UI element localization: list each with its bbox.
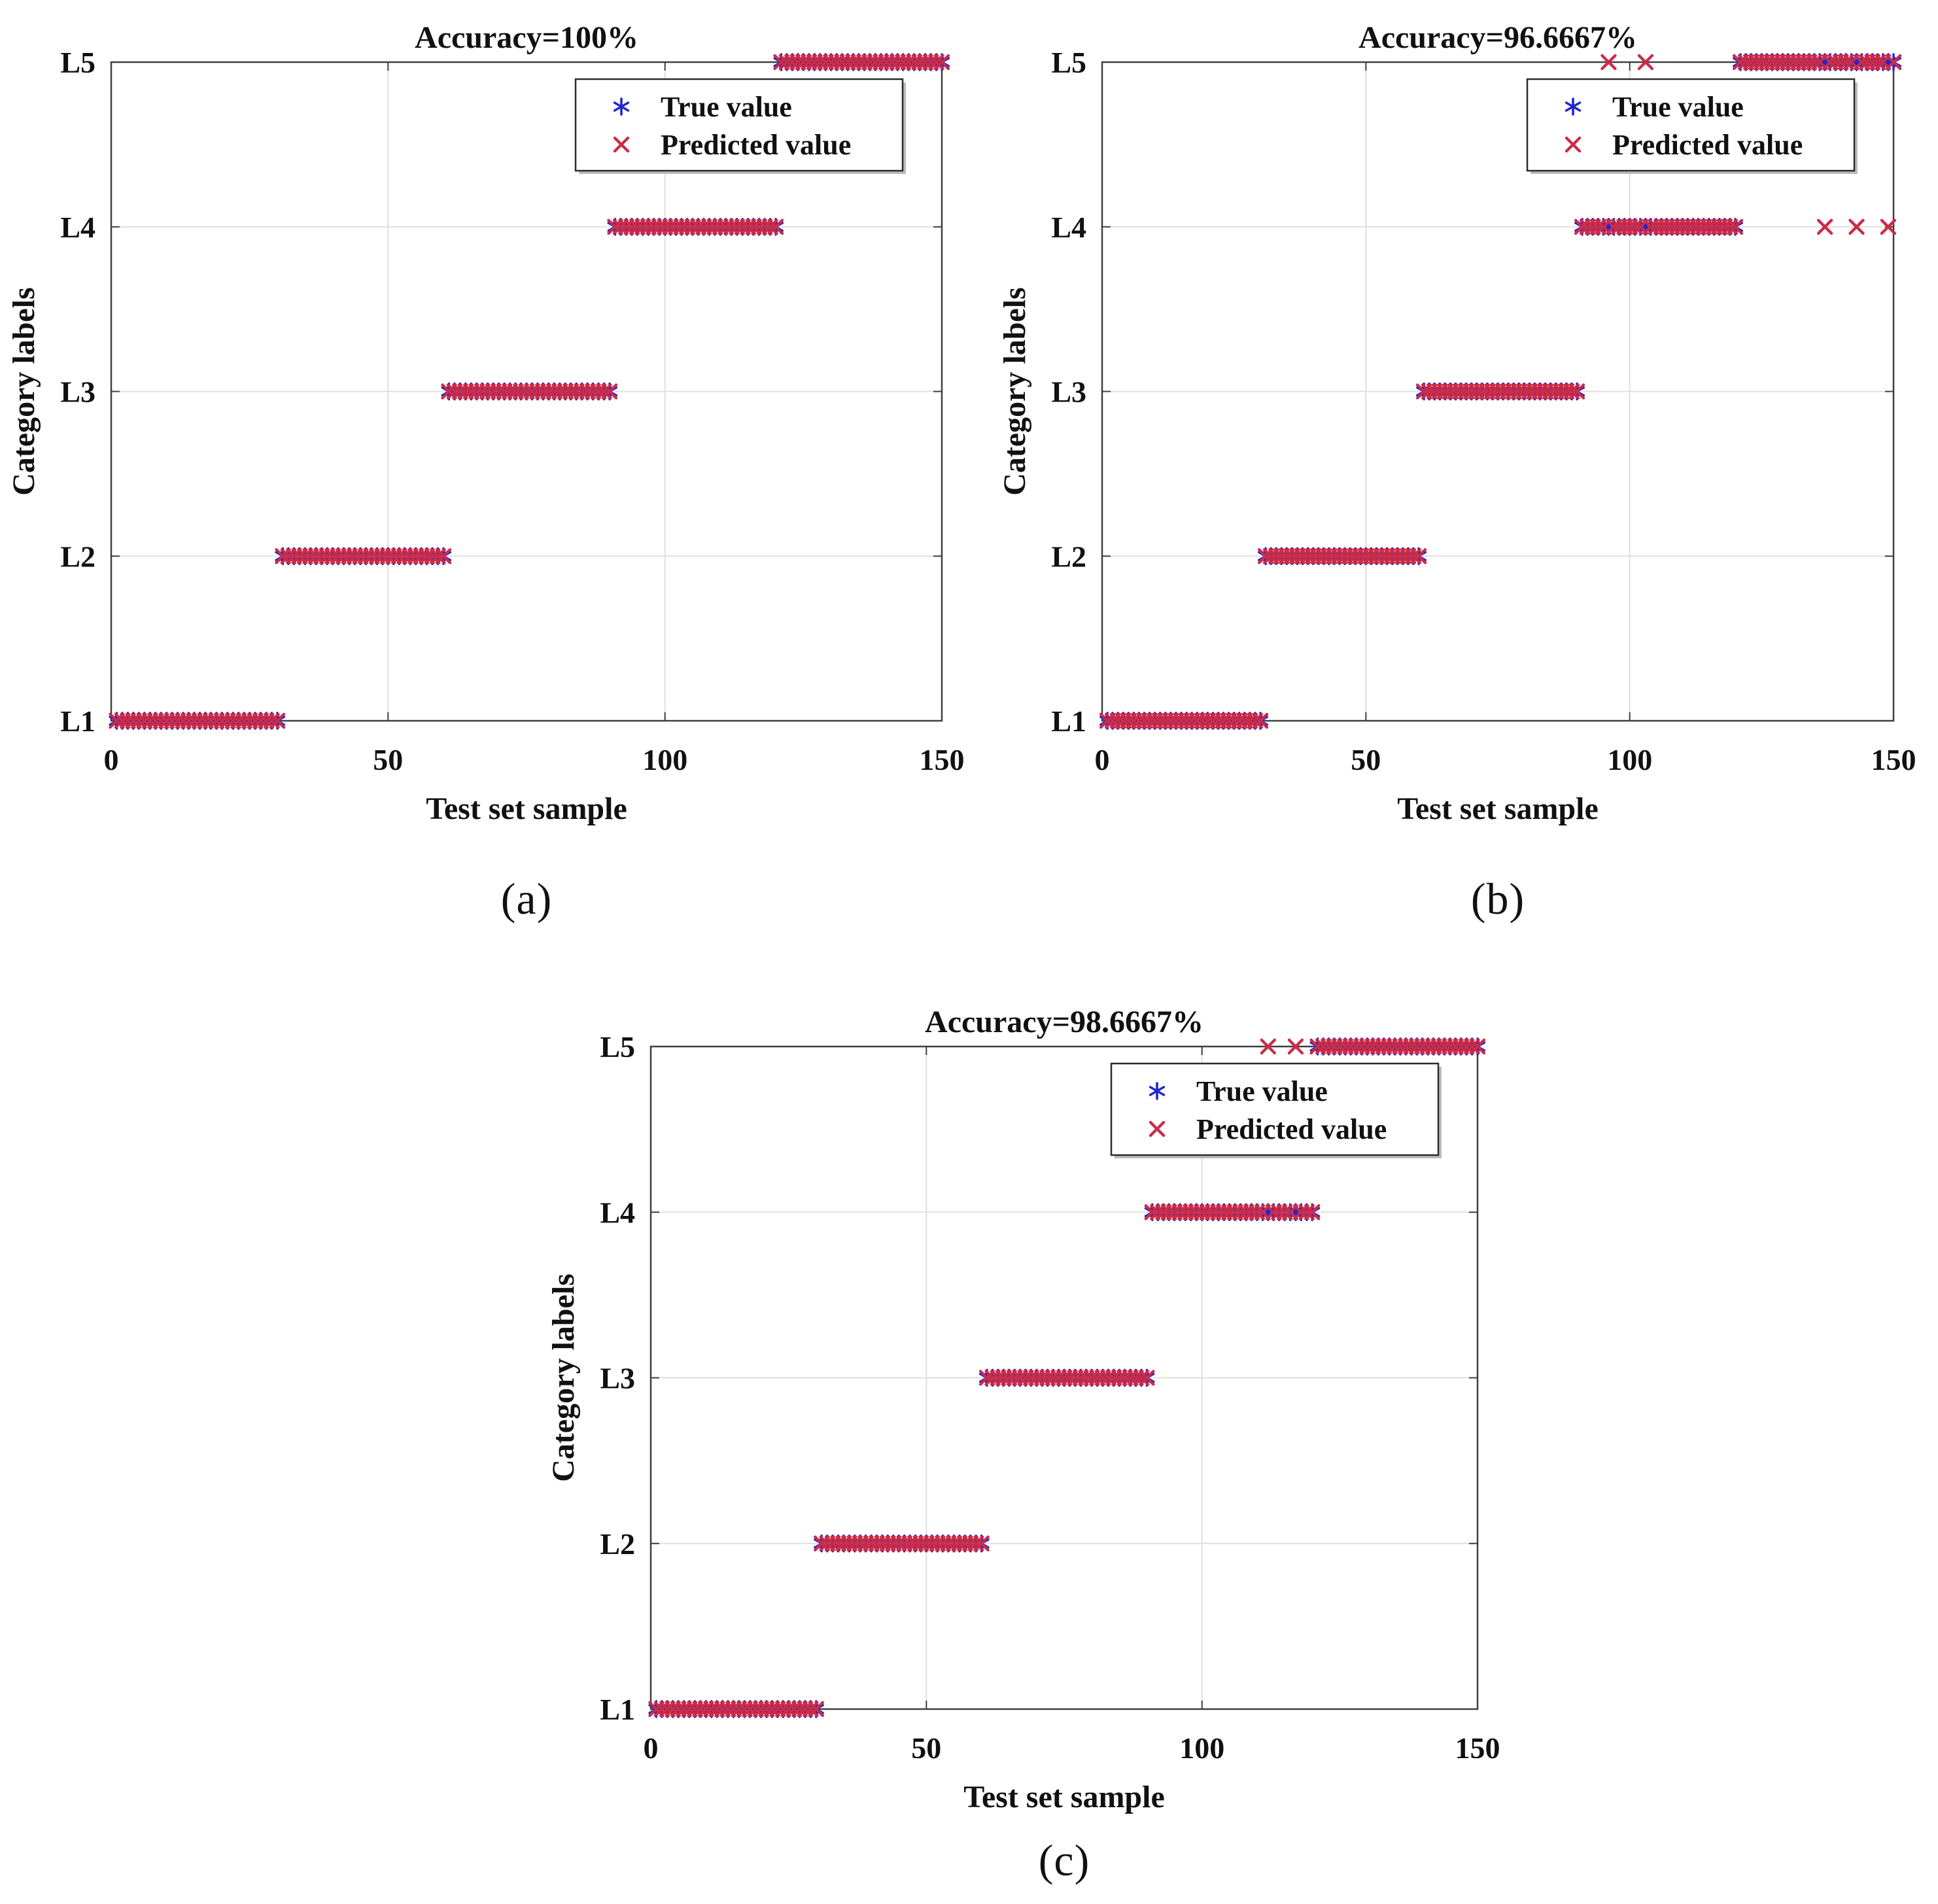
y-tick-label: L5 xyxy=(600,1030,635,1064)
legend-predicted-marker xyxy=(1149,1120,1166,1137)
x-tick-label: 100 xyxy=(1179,1731,1224,1765)
x-axis-label: Test set sample xyxy=(1397,791,1599,826)
legend-label: Predicted value xyxy=(661,129,851,161)
x-tick-label: 100 xyxy=(1607,743,1652,776)
legend-true-marker xyxy=(613,97,630,116)
legend-label: True value xyxy=(1196,1075,1328,1107)
y-axis-label: Category labels xyxy=(7,287,41,496)
y-tick-label: L2 xyxy=(600,1527,635,1561)
x-tick-label: 100 xyxy=(642,743,687,776)
plot-svg: 0 50 100 150 L1 L2 L3 L4 L5 Accuracy=100% Test set… xyxy=(7,20,965,826)
chart-title: Accuracy=96.6667% xyxy=(1358,20,1637,55)
y-tick-label: L1 xyxy=(1051,704,1086,738)
x-tick-label: 50 xyxy=(1351,743,1381,776)
caption-a: (a) xyxy=(500,874,553,924)
x-tick-label: 0 xyxy=(1095,743,1110,776)
y-tick-label: L1 xyxy=(60,704,95,738)
y-tick-label: L4 xyxy=(600,1196,635,1229)
chart-a: 0 50 100 150 L1 L2 L3 L4 L5 Accuracy=100% Test set… xyxy=(0,0,1007,831)
y-tick-label: L1 xyxy=(600,1693,635,1726)
chart-title: Accuracy=98.6667% xyxy=(925,1005,1203,1039)
x-tick-label: 50 xyxy=(373,743,403,776)
legend-label: Predicted value xyxy=(1196,1113,1387,1145)
legend-true-marker xyxy=(1149,1082,1166,1100)
predicted-value-markers xyxy=(648,1038,1486,1718)
caption-c: (c) xyxy=(1038,1835,1090,1885)
caption-b: (b) xyxy=(1470,874,1525,924)
legend-box xyxy=(1526,78,1856,172)
y-tick-label: L5 xyxy=(1051,46,1086,79)
legend-label: True value xyxy=(1612,91,1744,123)
plot-svg: 0 50 100 150 L1 L2 L3 L4 L5 Accuracy=98.6667% Test… xyxy=(546,1005,1500,1814)
x-axis-label: Test set sample xyxy=(963,1780,1165,1814)
x-tick-label: 50 xyxy=(911,1731,941,1765)
y-tick-label: L5 xyxy=(60,46,95,79)
y-tick-label: L3 xyxy=(600,1362,635,1395)
y-tick-label: L4 xyxy=(60,211,95,244)
x-axis-label: Test set sample xyxy=(426,791,627,826)
plot-svg: 0 50 100 150 L1 L2 L3 L4 L5 Accuracy=96.6667% Test… xyxy=(997,20,1916,826)
x-tick-label: 0 xyxy=(104,743,119,776)
y-tick-label: L3 xyxy=(60,375,95,409)
chart-title: Accuracy=100% xyxy=(415,20,638,55)
predicted-value-markers xyxy=(1099,54,1902,729)
legend-true-marker xyxy=(1565,97,1582,116)
legend-predicted-marker xyxy=(613,136,630,153)
y-tick-label: L2 xyxy=(1051,540,1086,573)
x-tick-label: 150 xyxy=(1455,1731,1500,1765)
chart-b: 0 50 100 150 L1 L2 L3 L4 L5 Accuracy=96.6667% Test… xyxy=(981,0,1938,831)
legend-box xyxy=(574,78,904,172)
y-axis-label: Category labels xyxy=(997,287,1032,496)
y-tick-label: L3 xyxy=(1051,375,1086,409)
y-axis-label: Category labels xyxy=(546,1273,581,1482)
y-tick-label: L4 xyxy=(1051,211,1086,244)
chart-c: 0 50 100 150 L1 L2 L3 L4 L5 Accuracy=98.6667% Test… xyxy=(536,984,1544,1815)
x-tick-label: 150 xyxy=(920,743,965,776)
predicted-value-markers xyxy=(109,54,950,729)
legend-predicted-marker xyxy=(1565,136,1582,153)
x-tick-label: 0 xyxy=(644,1731,659,1765)
legend-label: True value xyxy=(661,91,792,123)
legend-label: Predicted value xyxy=(1612,129,1803,161)
x-tick-label: 150 xyxy=(1871,743,1916,776)
legend-box xyxy=(1110,1062,1440,1156)
y-tick-label: L2 xyxy=(60,540,95,573)
